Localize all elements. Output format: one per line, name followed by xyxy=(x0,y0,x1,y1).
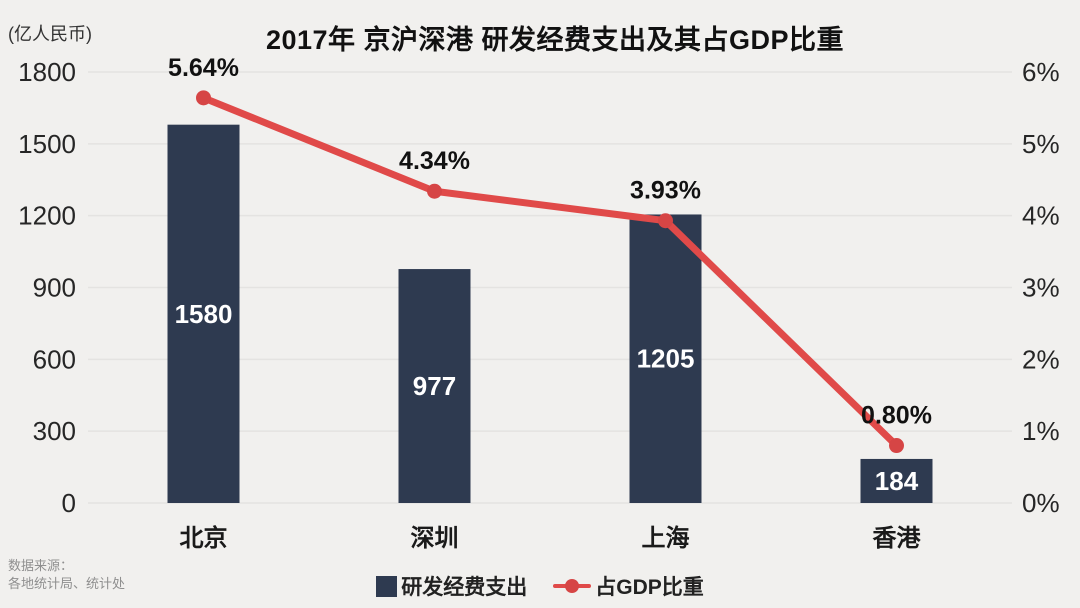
right-axis-tick-label: 2% xyxy=(1022,344,1060,374)
chart-legend: 研发经费支出 占GDP比重 xyxy=(0,571,1080,601)
bar-series-swatch-icon xyxy=(376,575,398,597)
line-point-香港 xyxy=(889,438,904,454)
left-axis-tick-label: 1800 xyxy=(18,57,76,87)
right-axis-tick-label: 0% xyxy=(1022,488,1060,518)
chart-title: 2017年 京沪深港 研发经费支出及其占GDP比重 xyxy=(265,25,845,55)
left-axis-unit-label: (亿人民币) xyxy=(8,24,92,44)
line-series-marker-icon xyxy=(553,579,592,593)
line-point-label: 0.80% xyxy=(861,402,932,430)
x-axis-category-label: 香港 xyxy=(873,525,922,552)
line-point-label: 4.34% xyxy=(399,147,470,175)
left-axis-tick-label: 900 xyxy=(33,273,76,303)
left-axis-tick-label: 1500 xyxy=(18,129,76,159)
x-axis-category-label: 北京 xyxy=(180,524,228,552)
bar-value-label: 184 xyxy=(875,466,919,496)
legend-line-label: 占GDP比重 xyxy=(595,576,704,599)
right-axis-tick-label: 6% xyxy=(1022,57,1060,87)
bar-value-label: 1205 xyxy=(637,344,695,374)
right-axis-tick-label: 3% xyxy=(1022,273,1060,303)
legend-item-bar-series: 研发经费支出 xyxy=(376,571,527,601)
left-axis-tick-label: 300 xyxy=(33,416,76,446)
left-axis-tick-label: 0 xyxy=(62,488,76,518)
data-source-note: 数据来源： 各地统计局、统计处 xyxy=(8,557,125,593)
line-point-label: 3.93% xyxy=(630,177,701,205)
gdp-ratio-line xyxy=(200,94,900,450)
source-line-1: 数据来源： xyxy=(8,558,74,573)
x-axis-category-label: 深圳 xyxy=(411,525,459,552)
legend-bar-label: 研发经费支出 xyxy=(401,576,528,599)
bar-深圳 xyxy=(398,269,471,503)
bar-北京 xyxy=(167,124,240,503)
line-point-label: 5.64% xyxy=(168,54,239,82)
line-point-深圳 xyxy=(427,183,442,199)
right-axis-tick-label: 4% xyxy=(1022,201,1060,231)
bar-value-label: 1580 xyxy=(175,299,233,329)
x-axis-category-label: 上海 xyxy=(642,524,690,552)
left-axis-tick-label: 1200 xyxy=(18,201,76,231)
right-axis-tick-label: 1% xyxy=(1022,416,1060,446)
line-point-北京 xyxy=(196,90,211,106)
bar-value-label: 977 xyxy=(413,371,456,401)
right-axis-tick-label: 5% xyxy=(1022,129,1060,159)
source-line-2: 各地统计局、统计处 xyxy=(8,576,126,592)
bar-上海 xyxy=(629,214,702,503)
bar-香港 xyxy=(860,458,933,503)
left-axis-tick-label: 600 xyxy=(33,344,76,374)
line-point-上海 xyxy=(658,213,673,229)
legend-item-line-series: 占GDP比重 xyxy=(553,571,704,601)
